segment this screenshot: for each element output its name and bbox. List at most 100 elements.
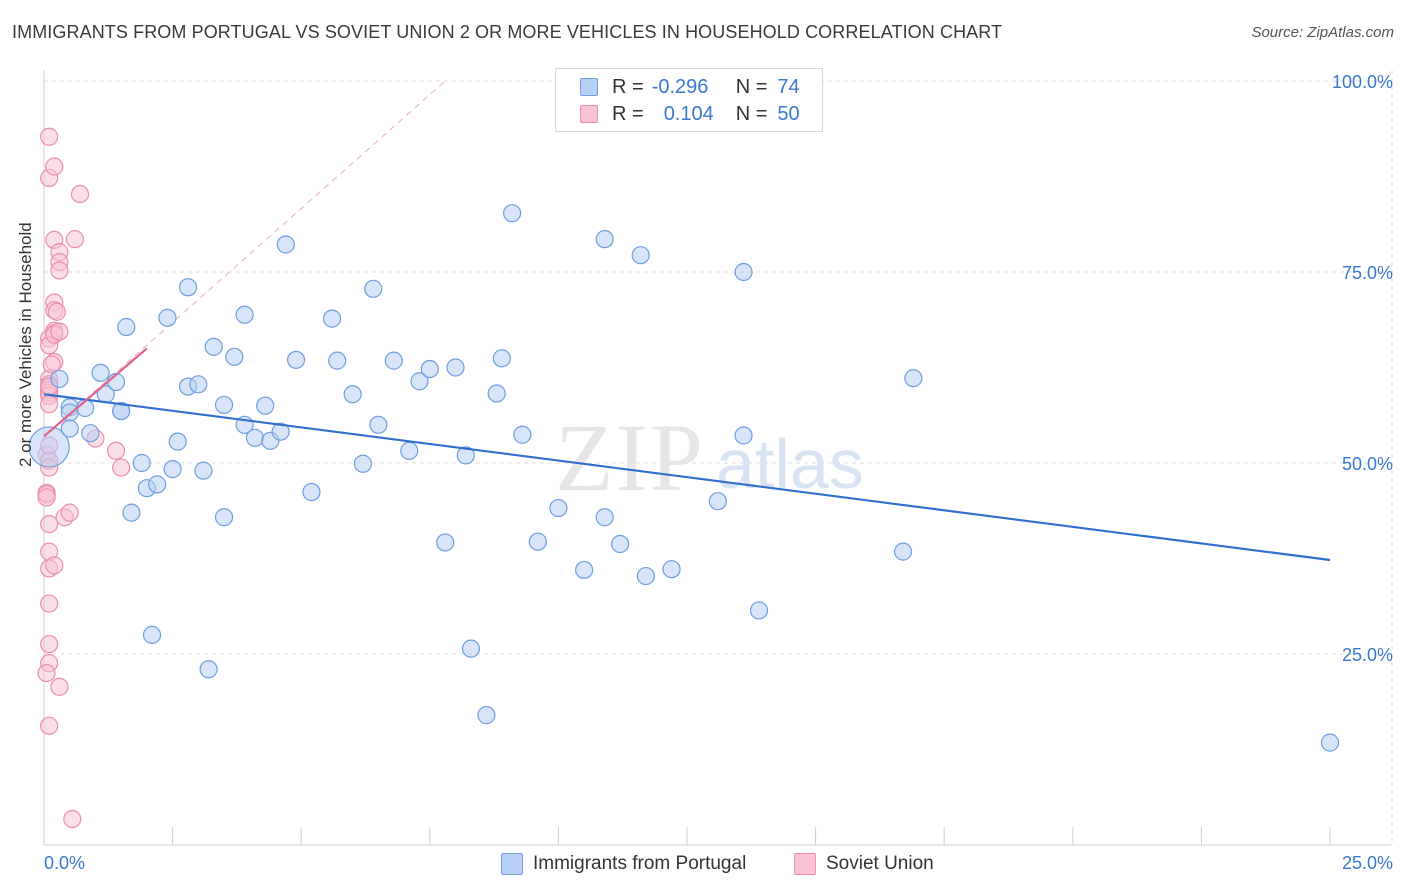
portugal-point <box>369 415 388 434</box>
portugal-point <box>194 461 213 480</box>
legend-r-value: 0.104 <box>663 102 714 125</box>
portugal-point <box>461 639 481 658</box>
soviet-union-trend-dashed <box>43 80 446 437</box>
portugal-point <box>142 625 162 645</box>
portugal-point <box>168 432 187 451</box>
portugal-point <box>28 426 70 468</box>
legend-r-label: R = <box>612 75 644 98</box>
portugal-point <box>503 204 522 223</box>
portugal-point <box>749 601 769 620</box>
portugal-point <box>410 372 429 391</box>
legend-n-value: 74 <box>777 75 800 98</box>
soviet-union-trend-line <box>43 347 148 438</box>
legend-row-portugal: R = -0.296 N = 74 <box>580 74 800 100</box>
portugal-point <box>112 401 131 421</box>
portugal-point <box>734 262 753 282</box>
soviet-union-point <box>40 515 59 534</box>
portugal-point <box>148 475 167 494</box>
soviet-union-point <box>40 634 59 654</box>
legend-label-portugal: Immigrants from Portugal <box>533 853 747 874</box>
x-tick-label: 0.0% <box>44 853 85 873</box>
portugal-point <box>225 347 244 366</box>
legend-n-value: 50 <box>777 102 800 125</box>
portugal-point <box>477 706 496 725</box>
portugal-point <box>353 454 373 473</box>
portugal-point <box>328 351 347 370</box>
soviet-union-point <box>50 322 69 341</box>
soviet-union-point <box>45 157 64 176</box>
portugal-point <box>456 446 475 465</box>
y-tick-label: 50.0% <box>1342 454 1393 474</box>
portugal-point <box>528 532 547 551</box>
portugal-point <box>286 350 306 369</box>
soviet-union-point <box>70 184 90 204</box>
portugal-point <box>117 317 136 337</box>
soviet-union-trend-extension <box>43 80 446 437</box>
portugal-point <box>214 508 234 527</box>
portugal-point <box>235 305 254 324</box>
legend-r-value: -0.296 <box>651 75 709 98</box>
soviet-union-point <box>65 230 84 249</box>
legend-swatch-portugal <box>501 853 523 875</box>
portugal-point <box>60 419 79 438</box>
portugal-point <box>158 308 177 327</box>
soviet-union-point <box>37 663 56 683</box>
portugal-point <box>513 425 532 444</box>
tick-labels: 25.0% 50.0% 75.0% 100.0% 0.0% 25.0% <box>44 72 1393 873</box>
portugal-point <box>256 396 275 415</box>
soviet-union-point <box>40 127 59 146</box>
portugal-point <box>734 426 753 445</box>
soviet-union-point <box>37 488 56 507</box>
portugal-points <box>28 204 1340 752</box>
portugal-point <box>631 246 650 265</box>
portugal-point <box>611 534 630 554</box>
grid-lines <box>44 70 1393 845</box>
legend-n-label: N = <box>735 102 768 125</box>
soviet-union-point <box>40 716 59 735</box>
y-tick-label: 100.0% <box>1332 72 1393 92</box>
portugal-trend-line <box>43 393 1331 562</box>
portugal-point <box>492 349 511 368</box>
soviet-union-point <box>63 809 82 829</box>
x-tick-label: 25.0% <box>1342 853 1393 873</box>
portugal-point <box>245 428 265 447</box>
watermark-zip: ZIP <box>555 404 705 511</box>
soviet-union-point <box>60 503 79 522</box>
portugal-point <box>178 278 198 297</box>
soviet-union-points <box>37 127 131 829</box>
portugal-point <box>199 660 218 679</box>
portugal-point <box>343 385 362 404</box>
portugal-point <box>276 235 295 254</box>
legend-swatch-pink <box>580 105 598 123</box>
portugal-point <box>636 566 655 586</box>
portugal-point <box>904 369 923 388</box>
portugal-point <box>420 359 439 379</box>
portugal-point <box>302 482 321 502</box>
portugal-point <box>81 424 100 443</box>
soviet-union-point <box>45 556 64 575</box>
portugal-point <box>322 309 342 328</box>
legend-swatch-blue <box>580 78 598 96</box>
portugal-point <box>595 508 614 527</box>
soviet-union-point <box>50 261 69 280</box>
portugal-point <box>189 375 208 394</box>
portugal-point <box>436 533 455 552</box>
soviet-union-point <box>40 594 59 613</box>
y-axis-label: 2 or more Vehicles in Household <box>16 222 35 467</box>
soviet-union-point <box>112 458 131 477</box>
legend-item-portugal: Immigrants from Portugal <box>501 851 746 877</box>
legend-r-label: R = <box>612 102 644 125</box>
portugal-point <box>446 358 465 377</box>
stats-legend: R = -0.296 N = 74 R = 0.104 N = 50 <box>555 68 823 132</box>
soviet-union-point <box>47 302 66 321</box>
portugal-point <box>662 560 681 579</box>
portugal-point <box>163 460 182 479</box>
portugal-point <box>549 498 568 518</box>
portugal-point <box>132 453 151 473</box>
portugal-point <box>595 230 614 249</box>
portugal-point <box>364 279 383 298</box>
portugal-point <box>575 560 594 580</box>
soviet-union-point <box>40 395 59 414</box>
portugal-point <box>1320 733 1340 752</box>
